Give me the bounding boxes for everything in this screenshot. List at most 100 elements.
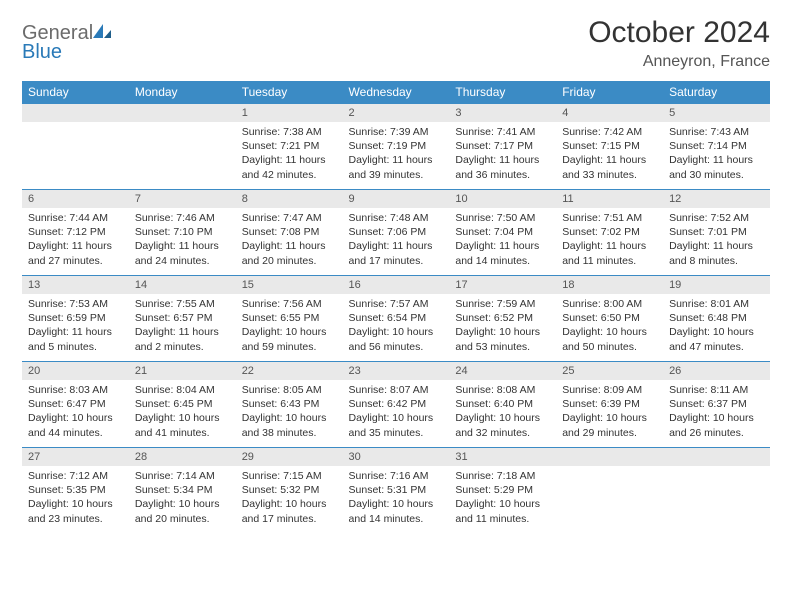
logo: General Blue xyxy=(22,16,113,64)
sunset-text: Sunset: 7:01 PM xyxy=(669,225,764,239)
daylight-text: Daylight: 11 hours and 36 minutes. xyxy=(455,153,550,181)
day-body: Sunrise: 7:15 AMSunset: 5:32 PMDaylight:… xyxy=(236,466,343,532)
day-body: Sunrise: 7:59 AMSunset: 6:52 PMDaylight:… xyxy=(449,294,556,360)
sunrise-text: Sunrise: 7:39 AM xyxy=(349,125,444,139)
sunrise-text: Sunrise: 8:09 AM xyxy=(562,383,657,397)
calendar-week-row: 20Sunrise: 8:03 AMSunset: 6:47 PMDayligh… xyxy=(22,362,770,448)
day-body: Sunrise: 7:55 AMSunset: 6:57 PMDaylight:… xyxy=(129,294,236,360)
daylight-text: Daylight: 10 hours and 35 minutes. xyxy=(349,411,444,439)
day-number: 29 xyxy=(236,448,343,466)
sunrise-text: Sunrise: 7:48 AM xyxy=(349,211,444,225)
day-body xyxy=(663,466,770,475)
calendar-cell: 13Sunrise: 7:53 AMSunset: 6:59 PMDayligh… xyxy=(22,276,129,362)
calendar-body: 1Sunrise: 7:38 AMSunset: 7:21 PMDaylight… xyxy=(22,104,770,534)
sunset-text: Sunset: 7:17 PM xyxy=(455,139,550,153)
day-number: 15 xyxy=(236,276,343,294)
page-subtitle: Anneyron, France xyxy=(588,53,770,71)
day-number: 26 xyxy=(663,362,770,380)
day-number: 3 xyxy=(449,104,556,122)
sunset-text: Sunset: 5:31 PM xyxy=(349,483,444,497)
title-block: October 2024 Anneyron, France xyxy=(588,16,770,71)
daylight-text: Daylight: 10 hours and 47 minutes. xyxy=(669,325,764,353)
day-body: Sunrise: 7:57 AMSunset: 6:54 PMDaylight:… xyxy=(343,294,450,360)
daylight-text: Daylight: 11 hours and 20 minutes. xyxy=(242,239,337,267)
calendar-cell: 20Sunrise: 8:03 AMSunset: 6:47 PMDayligh… xyxy=(22,362,129,448)
logo-text-block: General Blue xyxy=(22,22,113,64)
day-number: 9 xyxy=(343,190,450,208)
daylight-text: Daylight: 10 hours and 32 minutes. xyxy=(455,411,550,439)
day-body: Sunrise: 7:43 AMSunset: 7:14 PMDaylight:… xyxy=(663,122,770,188)
sunrise-text: Sunrise: 7:44 AM xyxy=(28,211,123,225)
calendar-cell xyxy=(22,104,129,190)
day-body: Sunrise: 7:51 AMSunset: 7:02 PMDaylight:… xyxy=(556,208,663,274)
sunrise-text: Sunrise: 7:47 AM xyxy=(242,211,337,225)
day-body: Sunrise: 7:48 AMSunset: 7:06 PMDaylight:… xyxy=(343,208,450,274)
calendar-cell: 10Sunrise: 7:50 AMSunset: 7:04 PMDayligh… xyxy=(449,190,556,276)
daylight-text: Daylight: 10 hours and 23 minutes. xyxy=(28,497,123,525)
day-number: 12 xyxy=(663,190,770,208)
weekday-header: Wednesday xyxy=(343,81,450,104)
day-number: 11 xyxy=(556,190,663,208)
day-number: 17 xyxy=(449,276,556,294)
calendar-cell: 18Sunrise: 8:00 AMSunset: 6:50 PMDayligh… xyxy=(556,276,663,362)
day-body: Sunrise: 8:04 AMSunset: 6:45 PMDaylight:… xyxy=(129,380,236,446)
calendar-cell: 1Sunrise: 7:38 AMSunset: 7:21 PMDaylight… xyxy=(236,104,343,190)
calendar-week-row: 1Sunrise: 7:38 AMSunset: 7:21 PMDaylight… xyxy=(22,104,770,190)
daylight-text: Daylight: 11 hours and 30 minutes. xyxy=(669,153,764,181)
sunrise-text: Sunrise: 7:15 AM xyxy=(242,469,337,483)
day-body: Sunrise: 7:14 AMSunset: 5:34 PMDaylight:… xyxy=(129,466,236,532)
sunrise-text: Sunrise: 8:11 AM xyxy=(669,383,764,397)
sunset-text: Sunset: 6:54 PM xyxy=(349,311,444,325)
day-number: 28 xyxy=(129,448,236,466)
daylight-text: Daylight: 10 hours and 50 minutes. xyxy=(562,325,657,353)
weekday-header: Tuesday xyxy=(236,81,343,104)
logo-sail-icon xyxy=(91,22,113,45)
calendar-cell: 11Sunrise: 7:51 AMSunset: 7:02 PMDayligh… xyxy=(556,190,663,276)
calendar-cell: 21Sunrise: 8:04 AMSunset: 6:45 PMDayligh… xyxy=(129,362,236,448)
day-number: 27 xyxy=(22,448,129,466)
day-body: Sunrise: 7:47 AMSunset: 7:08 PMDaylight:… xyxy=(236,208,343,274)
day-number: 22 xyxy=(236,362,343,380)
sunset-text: Sunset: 6:59 PM xyxy=(28,311,123,325)
daylight-text: Daylight: 11 hours and 2 minutes. xyxy=(135,325,230,353)
day-body: Sunrise: 7:38 AMSunset: 7:21 PMDaylight:… xyxy=(236,122,343,188)
day-number: 31 xyxy=(449,448,556,466)
sunrise-text: Sunrise: 7:41 AM xyxy=(455,125,550,139)
daylight-text: Daylight: 11 hours and 11 minutes. xyxy=(562,239,657,267)
calendar-week-row: 27Sunrise: 7:12 AMSunset: 5:35 PMDayligh… xyxy=(22,448,770,534)
calendar-cell: 8Sunrise: 7:47 AMSunset: 7:08 PMDaylight… xyxy=(236,190,343,276)
calendar-cell: 24Sunrise: 8:08 AMSunset: 6:40 PMDayligh… xyxy=(449,362,556,448)
calendar-cell: 7Sunrise: 7:46 AMSunset: 7:10 PMDaylight… xyxy=(129,190,236,276)
day-number: 19 xyxy=(663,276,770,294)
day-number xyxy=(22,104,129,122)
sunset-text: Sunset: 6:42 PM xyxy=(349,397,444,411)
day-body: Sunrise: 7:42 AMSunset: 7:15 PMDaylight:… xyxy=(556,122,663,188)
calendar-cell: 9Sunrise: 7:48 AMSunset: 7:06 PMDaylight… xyxy=(343,190,450,276)
daylight-text: Daylight: 11 hours and 8 minutes. xyxy=(669,239,764,267)
day-body: Sunrise: 8:09 AMSunset: 6:39 PMDaylight:… xyxy=(556,380,663,446)
weekday-header: Monday xyxy=(129,81,236,104)
sunrise-text: Sunrise: 7:46 AM xyxy=(135,211,230,225)
calendar-cell xyxy=(663,448,770,534)
sunrise-text: Sunrise: 8:08 AM xyxy=(455,383,550,397)
sunset-text: Sunset: 7:21 PM xyxy=(242,139,337,153)
weekday-header: Sunday xyxy=(22,81,129,104)
sunset-text: Sunset: 5:32 PM xyxy=(242,483,337,497)
sunrise-text: Sunrise: 8:05 AM xyxy=(242,383,337,397)
daylight-text: Daylight: 10 hours and 14 minutes. xyxy=(349,497,444,525)
daylight-text: Daylight: 10 hours and 38 minutes. xyxy=(242,411,337,439)
daylight-text: Daylight: 10 hours and 44 minutes. xyxy=(28,411,123,439)
sunrise-text: Sunrise: 7:53 AM xyxy=(28,297,123,311)
daylight-text: Daylight: 11 hours and 14 minutes. xyxy=(455,239,550,267)
calendar-cell: 6Sunrise: 7:44 AMSunset: 7:12 PMDaylight… xyxy=(22,190,129,276)
sunset-text: Sunset: 6:55 PM xyxy=(242,311,337,325)
day-number: 24 xyxy=(449,362,556,380)
sunset-text: Sunset: 5:34 PM xyxy=(135,483,230,497)
calendar-cell: 30Sunrise: 7:16 AMSunset: 5:31 PMDayligh… xyxy=(343,448,450,534)
sunset-text: Sunset: 6:43 PM xyxy=(242,397,337,411)
sunrise-text: Sunrise: 7:18 AM xyxy=(455,469,550,483)
day-body: Sunrise: 8:00 AMSunset: 6:50 PMDaylight:… xyxy=(556,294,663,360)
sunrise-text: Sunrise: 7:42 AM xyxy=(562,125,657,139)
calendar-cell: 31Sunrise: 7:18 AMSunset: 5:29 PMDayligh… xyxy=(449,448,556,534)
sunrise-text: Sunrise: 7:59 AM xyxy=(455,297,550,311)
